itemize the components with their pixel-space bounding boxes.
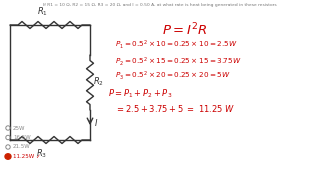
Text: $P_3 = 0.5^2 \times 20 = 0.25 \times 20 = 5W$: $P_3 = 0.5^2 \times 20 = 0.25 \times 20 … [115, 70, 230, 82]
Text: 11.25W ✓: 11.25W ✓ [13, 154, 41, 159]
Text: 16.5W: 16.5W [13, 135, 31, 140]
Text: $P = P_1 + P_2 + P_3$: $P = P_1 + P_2 + P_3$ [108, 87, 172, 100]
Ellipse shape [5, 154, 11, 159]
Text: $P_2 = 0.5^2 \times 15 = 0.25 \times 15 = 3.75W$: $P_2 = 0.5^2 \times 15 = 0.25 \times 15 … [115, 55, 242, 68]
Text: 21.5W: 21.5W [13, 145, 31, 150]
Text: $R_1$: $R_1$ [36, 6, 47, 18]
Text: $I$: $I$ [94, 118, 98, 129]
Text: 25W: 25W [13, 125, 26, 130]
Text: $= 2.5 + 3.75 + 5\ =\ 11.25\ W$: $= 2.5 + 3.75 + 5\ =\ 11.25\ W$ [115, 103, 235, 114]
Text: $P_1 = 0.5^2 \times 10 = 0.25 \times 10 = 2.5W$: $P_1 = 0.5^2 \times 10 = 0.25 \times 10 … [115, 38, 237, 51]
Text: $R_2$: $R_2$ [93, 76, 104, 88]
Text: If R1 = 10 Ω, R2 = 15 Ω, R3 = 20 Ω, and I = 0.50 A, at what rate is heat being g: If R1 = 10 Ω, R2 = 15 Ω, R3 = 20 Ω, and … [43, 3, 277, 7]
Text: $P = I^2R$: $P = I^2R$ [162, 22, 208, 39]
Text: $R_3$: $R_3$ [36, 148, 48, 161]
